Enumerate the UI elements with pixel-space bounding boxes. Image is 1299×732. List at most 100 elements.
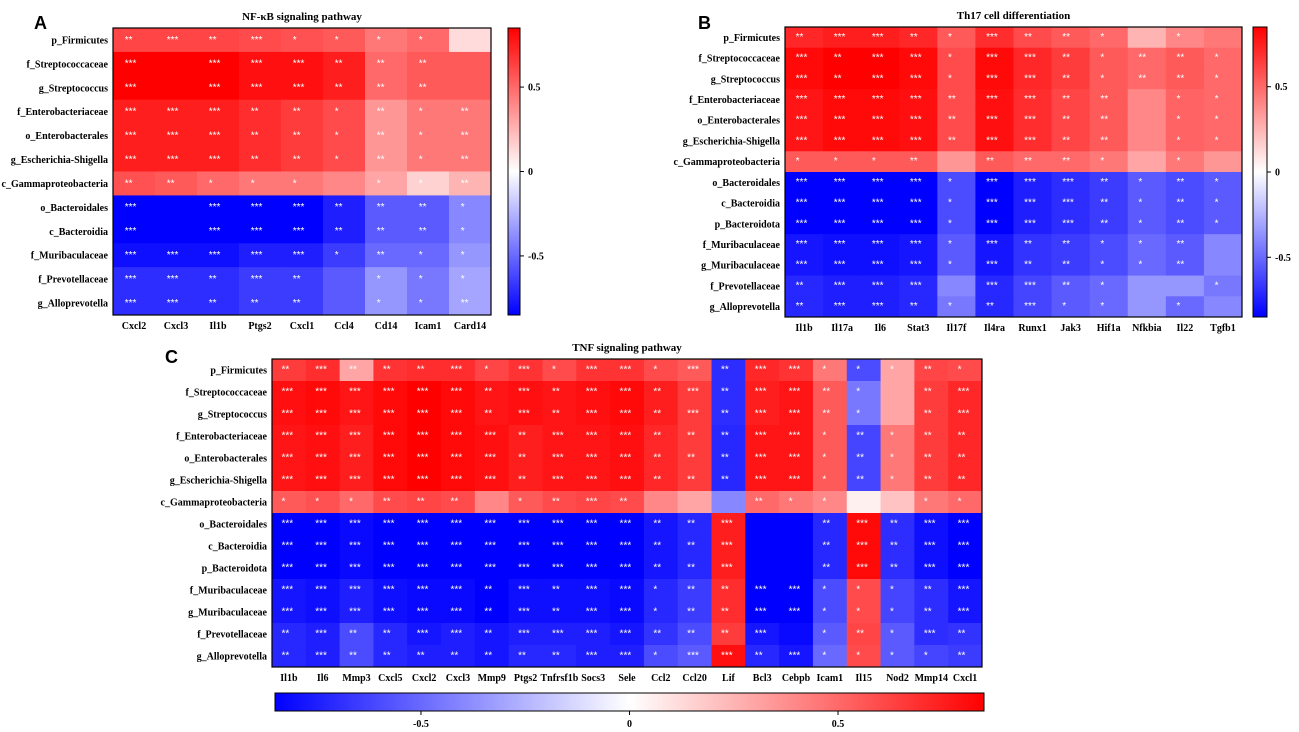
significance-label: *** [417,585,429,596]
column-label: Il6 [874,323,886,334]
heatmap-cell [1203,68,1243,90]
heatmap-cell [197,291,240,316]
column-label: Cxcl1 [953,673,977,684]
heatmap-cell [899,68,938,90]
significance-label: ** [419,202,427,213]
significance-label: ** [461,298,469,309]
heatmap-cell [823,192,862,214]
significance-label: *** [586,563,598,574]
heatmap-cell [1203,275,1243,297]
heatmap-cell [880,469,915,492]
heatmap-cell [1051,47,1091,69]
significance-label: ** [1138,53,1146,64]
heatmap-cell [711,491,746,514]
significance-label: ** [377,83,385,94]
row-label: o_Enterobacterales [697,116,780,127]
heatmap-cell [975,68,1014,90]
heatmap-cell [474,447,510,470]
heatmap-cell [677,491,712,514]
significance-label: ** [518,453,526,464]
significance-label: *** [910,115,922,126]
heatmap-cell [643,491,679,514]
heatmap-cell [823,27,862,49]
heatmap-cell [779,381,814,404]
significance-label: ** [335,226,343,237]
significance-label: * [856,365,860,376]
heatmap-cell [155,28,198,53]
heatmap-cell [948,491,983,514]
significance-label: ** [1062,280,1070,291]
heatmap-cell [1127,234,1167,256]
significance-label: ** [125,178,133,189]
significance-label: * [1138,218,1142,229]
significance-label: *** [451,453,463,464]
significance-label: * [1100,260,1104,271]
colorbar-tick-label: 0 [1275,168,1280,179]
heatmap-cell [474,579,510,602]
significance-label: ** [251,154,259,165]
heatmap-cell [937,172,976,194]
significance-label: *** [834,177,846,188]
significance-label: *** [251,35,263,46]
heatmap-cell [779,359,814,382]
heatmap-cell [610,579,645,602]
heatmap-cell [779,535,814,558]
heatmap-cell [113,291,156,316]
significance-label: *** [755,387,767,398]
column-label: Hif1a [1097,323,1121,334]
heatmap-cell [880,381,915,404]
heatmap-cell [948,359,983,382]
heatmap-cell [745,491,780,514]
heatmap-cell [823,47,862,69]
column-label: Ccl4 [334,321,353,332]
heatmap-cell [677,557,712,580]
heatmap-cell [899,192,938,214]
significance-label: ** [417,497,425,508]
significance-label: *** [872,115,884,126]
column-label: Card14 [454,321,486,332]
significance-label: *** [281,519,293,530]
heatmap-cell [449,75,492,101]
significance-label: *** [924,629,936,640]
heatmap-cell [1127,296,1167,318]
column-label: Il1b [209,321,227,332]
significance-label: *** [1024,53,1036,64]
column-label: Il17a [831,323,853,334]
significance-label: *** [910,239,922,250]
heatmap-cell [899,89,938,111]
heatmap-cell [846,403,881,426]
significance-label: *** [251,250,263,261]
significance-label: ** [948,135,956,146]
significance-label: * [822,651,826,662]
significance-label: *** [872,135,884,146]
significance-label: ** [1100,135,1108,146]
column-label: Il17f [946,323,967,334]
heatmap-cell [323,267,366,292]
heatmap-cell [823,296,862,318]
significance-label: *** [910,218,922,229]
heatmap-cell [542,381,577,404]
heatmap-cell [610,623,645,646]
significance-label: *** [167,250,179,261]
heatmap-cell [407,425,442,448]
significance-label: *** [796,73,808,84]
heatmap-cell [861,151,900,173]
heatmap-cell [785,109,824,131]
heatmap-cell [914,623,949,646]
heatmap-cell [155,267,198,292]
heatmap-cell [861,254,900,276]
heatmap-cell [610,535,645,558]
heatmap-cell [1127,213,1167,235]
significance-label: ** [1024,239,1032,250]
row-label: f_Prevotellaceae [197,630,267,641]
heatmap-cell [272,623,307,646]
significance-label: ** [383,629,391,640]
chart-title: Th17 cell differentiation [957,10,1070,22]
significance-label: * [1215,94,1219,105]
heatmap-cell [197,51,240,77]
significance-label: ** [417,365,425,376]
significance-label: * [419,154,423,165]
row-label: c_Bacteroidia [721,199,780,210]
heatmap-cell [948,535,983,558]
significance-label: * [1215,218,1219,229]
